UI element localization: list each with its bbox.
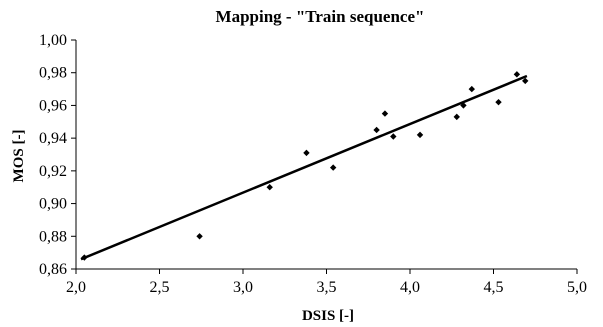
data-point — [513, 71, 521, 78]
data-point — [468, 85, 475, 93]
y-tick-label: 1,00 — [39, 32, 67, 49]
y-tick-label: 0,92 — [39, 163, 67, 180]
chart-title: Mapping - "Train sequence" — [216, 7, 425, 26]
data-point — [416, 131, 424, 139]
trendline — [80, 74, 528, 261]
x-tick-label: 5,0 — [567, 279, 587, 296]
plot-area: 0,86 0,88 0,90 0,92 0,94 0,96 0,98 1,00 2,0 2,5 3,… — [39, 32, 587, 296]
data-point — [303, 149, 310, 157]
x-tick-label: 3,5 — [317, 279, 337, 296]
data-point — [81, 254, 88, 261]
x-axis-label: DSIS [-] — [302, 308, 354, 324]
data-point — [390, 133, 397, 140]
data-point — [460, 102, 467, 109]
y-tick-label: 0,94 — [39, 130, 67, 147]
y-tick-label: 0,96 — [39, 97, 67, 114]
data-point — [266, 184, 273, 191]
data-point — [453, 113, 460, 121]
x-tick-label: 4,0 — [400, 279, 420, 296]
x-tick-label: 4,5 — [484, 279, 504, 296]
x-tick-label: 2,0 — [66, 279, 86, 296]
y-tick-label: 0,90 — [39, 196, 67, 213]
data-point — [329, 164, 337, 171]
data-point — [522, 77, 529, 85]
y-tick-label: 0,98 — [39, 65, 67, 82]
data-point — [495, 98, 502, 106]
data-point — [373, 126, 380, 134]
y-axis-label: MOS [-] — [11, 130, 27, 183]
x-tick-label: 2,5 — [150, 279, 170, 296]
y-tick-label: 0,88 — [39, 228, 67, 245]
y-tick-label: 0,86 — [39, 261, 67, 278]
x-tick-label: 3,0 — [233, 279, 253, 296]
data-point — [196, 233, 203, 240]
data-point — [381, 110, 389, 117]
